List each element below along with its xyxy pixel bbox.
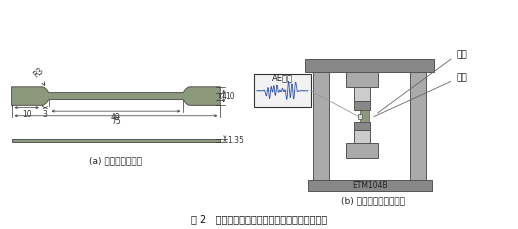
Text: 3: 3 [43, 109, 48, 119]
FancyBboxPatch shape [254, 74, 311, 107]
FancyBboxPatch shape [354, 101, 370, 109]
Text: 图 2   拉伸试样的尺寸及声发射实时监测装置示意: 图 2 拉伸试样的尺寸及声发射实时监测装置示意 [191, 214, 327, 224]
FancyBboxPatch shape [346, 72, 378, 87]
FancyBboxPatch shape [358, 114, 362, 119]
FancyBboxPatch shape [308, 180, 432, 191]
FancyBboxPatch shape [361, 109, 368, 122]
FancyBboxPatch shape [410, 72, 426, 180]
FancyBboxPatch shape [11, 139, 220, 142]
Text: 75: 75 [111, 117, 121, 126]
Text: 涂层: 涂层 [456, 74, 467, 83]
FancyBboxPatch shape [354, 130, 370, 143]
Text: R3: R3 [31, 66, 45, 85]
Text: 10: 10 [22, 109, 32, 119]
Text: 10: 10 [225, 92, 235, 101]
Text: (b) 声发射实时监测装置: (b) 声发射实时监测装置 [340, 196, 405, 205]
FancyBboxPatch shape [354, 122, 370, 130]
FancyBboxPatch shape [354, 87, 370, 101]
Text: AE设备: AE设备 [272, 73, 293, 82]
Polygon shape [11, 87, 220, 105]
FancyBboxPatch shape [346, 143, 378, 158]
Text: 49: 49 [111, 113, 121, 122]
Text: 4: 4 [222, 92, 227, 101]
Text: 基体: 基体 [456, 51, 467, 60]
Text: 1.35: 1.35 [227, 136, 243, 145]
FancyBboxPatch shape [313, 72, 329, 180]
Text: ETM104B: ETM104B [352, 181, 387, 190]
Text: (a) 拉伸试样的尺寸: (a) 拉伸试样的尺寸 [90, 156, 142, 165]
FancyBboxPatch shape [305, 60, 435, 72]
